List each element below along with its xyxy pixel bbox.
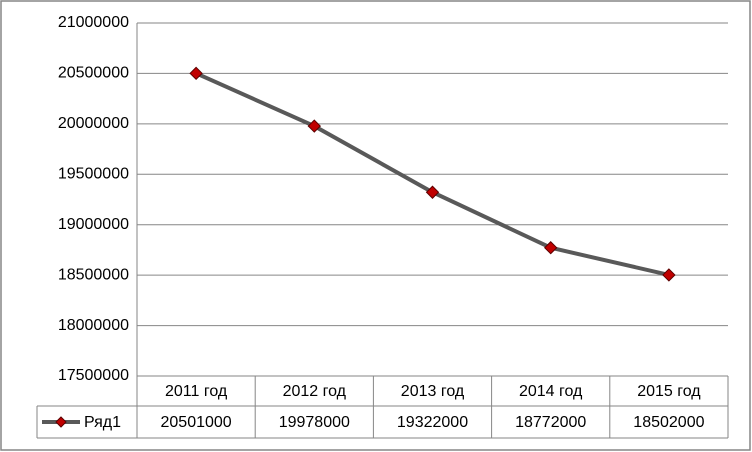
- legend-label: Ряд1: [84, 414, 121, 431]
- marker: [662, 268, 676, 282]
- marker: [189, 66, 203, 81]
- legend-marker: [55, 416, 67, 428]
- table-value: 20501000: [161, 414, 232, 431]
- y-tick-label: 18000000: [58, 317, 129, 334]
- y-tick-label: 19000000: [58, 216, 129, 233]
- x-tick-label: 2012 год: [283, 383, 347, 400]
- y-tick-label: 20500000: [58, 65, 129, 82]
- x-tick-label: 2015 год: [637, 383, 701, 400]
- table-value: 19322000: [397, 414, 468, 431]
- x-tick-label: 2013 год: [401, 383, 465, 400]
- y-tick-label: 18500000: [58, 266, 129, 283]
- table-value: 18502000: [633, 414, 704, 431]
- y-tick-label: 21000000: [58, 14, 129, 31]
- x-tick-label: 2014 год: [519, 383, 583, 400]
- marker: [307, 119, 322, 133]
- y-tick-label: 20000000: [58, 115, 129, 132]
- x-tick-label: 2011 год: [165, 383, 228, 400]
- marker: [425, 185, 440, 199]
- table-value: 19978000: [279, 414, 350, 431]
- y-tick-label: 17500000: [58, 367, 129, 384]
- table-value: 18772000: [515, 414, 586, 431]
- y-tick-label: 19500000: [58, 166, 129, 183]
- marker: [543, 241, 558, 255]
